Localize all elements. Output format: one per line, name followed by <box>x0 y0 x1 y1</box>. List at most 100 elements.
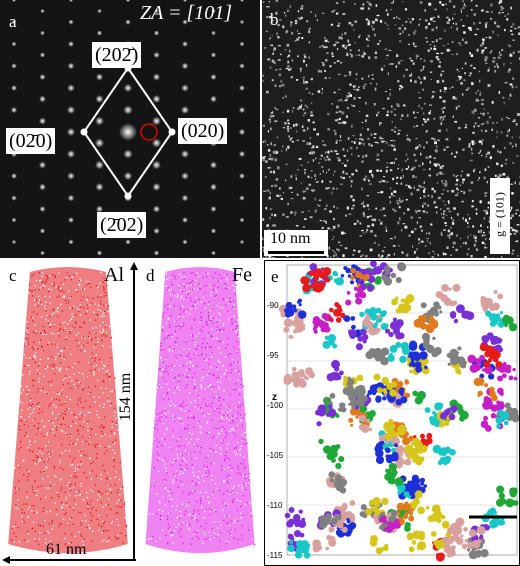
al-atom <box>94 446 97 448</box>
speckle <box>440 122 443 126</box>
fe-atom <box>193 443 196 445</box>
fe-atom <box>207 273 209 275</box>
fe-atom <box>183 278 185 280</box>
speckle <box>287 145 290 149</box>
al-atom <box>100 300 102 302</box>
speckle <box>496 162 499 166</box>
speckle <box>282 213 285 216</box>
cluster-atom <box>370 261 377 268</box>
cluster-atom <box>376 398 380 402</box>
cluster-atom <box>283 326 290 333</box>
cluster-atom <box>432 336 436 340</box>
speckle <box>439 166 443 169</box>
al-atom <box>90 519 92 522</box>
fe-atom <box>196 500 198 503</box>
al-atom <box>56 492 58 494</box>
fe-atom <box>236 472 238 474</box>
fe-atom <box>218 274 221 276</box>
al-atom <box>47 290 50 293</box>
speckle <box>303 59 305 63</box>
al-atom <box>49 430 52 432</box>
al-atom <box>102 281 104 283</box>
speckle <box>482 112 485 116</box>
fe-atom <box>237 412 239 414</box>
cluster-atom <box>420 302 427 309</box>
al-atom <box>78 466 80 468</box>
speckle <box>459 78 461 81</box>
speckle <box>439 61 441 64</box>
cluster-atom <box>404 392 411 399</box>
al-atom <box>120 499 122 501</box>
al-atom <box>42 333 44 335</box>
speckle <box>286 255 289 257</box>
fe-atom <box>172 415 174 417</box>
speckle <box>387 144 390 146</box>
fe-atom <box>233 389 235 391</box>
speckle <box>444 183 448 187</box>
speckle <box>364 175 367 178</box>
speckle <box>507 44 510 47</box>
al-atom <box>80 494 82 496</box>
diffraction-spot <box>181 62 189 70</box>
al-atom <box>51 380 53 382</box>
al-atom <box>80 401 82 403</box>
al-atom <box>70 542 72 544</box>
fe-atom <box>167 289 170 292</box>
speckle <box>374 87 377 91</box>
al-atom <box>19 441 22 443</box>
speckle <box>410 79 412 82</box>
speckle <box>478 117 480 119</box>
fe-atom <box>207 315 210 317</box>
fe-atom <box>214 284 216 286</box>
cluster <box>312 534 337 553</box>
speckle <box>398 197 401 201</box>
speckle <box>324 159 327 161</box>
speckle <box>509 217 512 220</box>
speckle <box>413 111 415 114</box>
al-atom <box>78 494 80 496</box>
al-atom <box>74 443 77 445</box>
al-atom <box>102 379 104 382</box>
fe-atom <box>223 519 225 522</box>
al-atom <box>26 469 28 471</box>
fe-atom <box>197 345 200 347</box>
speckle <box>402 1 404 3</box>
speckle <box>394 114 397 116</box>
speckle <box>441 119 443 122</box>
fe-atom <box>152 513 154 515</box>
fe-atom <box>232 300 235 302</box>
al-atom <box>60 392 63 395</box>
fe-atom <box>190 517 193 520</box>
speckle <box>266 6 270 8</box>
al-atom <box>66 368 68 370</box>
al-atom <box>101 331 104 334</box>
al-atom <box>103 311 105 313</box>
speckle <box>367 128 370 131</box>
fe-atom <box>222 481 225 483</box>
speckle <box>352 254 355 256</box>
speckle <box>444 204 446 207</box>
speckle <box>272 19 274 21</box>
speckle <box>491 100 494 104</box>
al-atom <box>27 343 30 345</box>
al-atom <box>31 505 33 507</box>
speckle <box>434 8 437 11</box>
al-atom <box>72 523 75 526</box>
fe-atom <box>231 467 233 469</box>
al-atom <box>79 463 82 465</box>
speckle <box>469 234 472 236</box>
al-atom <box>88 526 91 529</box>
cluster-atom <box>336 521 344 529</box>
cluster-atom <box>505 498 515 508</box>
fe-atom <box>177 386 179 388</box>
fe-atom <box>167 543 169 545</box>
speckle <box>393 161 395 165</box>
al-atom <box>99 496 101 498</box>
al-atom <box>62 283 64 285</box>
al-atom <box>14 467 16 469</box>
speckle <box>403 104 406 107</box>
fe-atom <box>156 451 158 453</box>
speckle <box>275 178 279 181</box>
speckle <box>441 173 445 175</box>
fe-atom <box>221 411 224 413</box>
